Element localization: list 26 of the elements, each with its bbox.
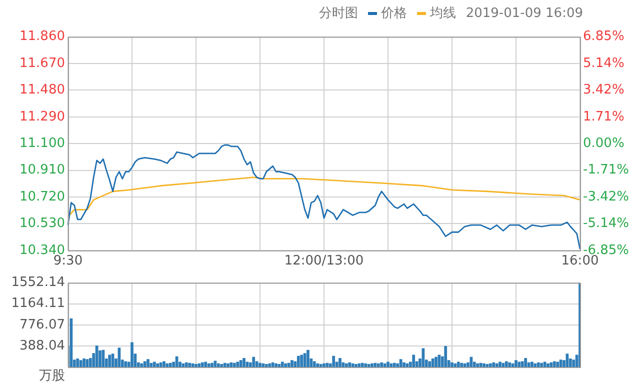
y-axis-title: 万股 bbox=[39, 368, 65, 384]
y-tick-label: 388.04 bbox=[20, 338, 65, 354]
y-tick-label: 11.290 bbox=[20, 109, 65, 124]
legend-label: 价格 bbox=[380, 5, 407, 22]
text: 2019-01-09 16:09 bbox=[466, 6, 583, 20]
y2-tick-label: 6.85% bbox=[583, 29, 624, 44]
y-tick-label: 11.670 bbox=[20, 56, 65, 71]
legend-label: 均线 bbox=[430, 5, 456, 22]
y-tick-label: 11.860 bbox=[20, 29, 65, 44]
y2-tick-label: -3.42% bbox=[583, 189, 629, 204]
y2-tick-label: 0.00% bbox=[583, 136, 624, 151]
y2-tick-label: 1.71% bbox=[583, 109, 624, 124]
y2-tick-label: -1.71% bbox=[583, 162, 629, 178]
y2-tick-label: 3.42% bbox=[583, 82, 624, 98]
x-tick-label: 12:00/13:00 bbox=[284, 254, 364, 269]
y-tick-label: 10.910 bbox=[20, 162, 65, 178]
y-tick-label: 10.720 bbox=[20, 189, 65, 204]
y-tick-label: 776.07 bbox=[20, 317, 65, 332]
chart-title: 分时图 bbox=[318, 5, 358, 22]
y2-tick-label: -5.14% bbox=[583, 216, 629, 232]
y2-tick-label: 5.14% bbox=[583, 56, 624, 71]
y-tick-label: 11.100 bbox=[20, 136, 65, 151]
y-tick-label: 11.480 bbox=[20, 82, 65, 98]
y-tick-label: 10.530 bbox=[20, 216, 65, 232]
y-tick-label: 1552.14 bbox=[11, 275, 65, 290]
y-tick-label: 1164.11 bbox=[11, 296, 65, 312]
